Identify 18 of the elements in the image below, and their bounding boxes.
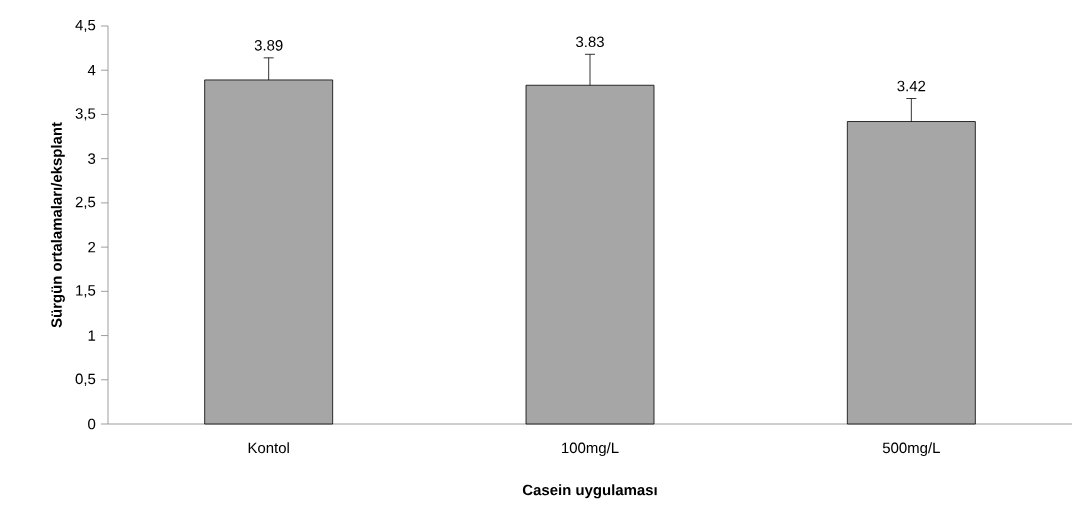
- data-label: 3.42: [897, 80, 926, 92]
- y-tick-label: 3: [88, 153, 96, 164]
- x-tick-label: 100mg/L: [562, 442, 619, 457]
- y-tick-label: 1,5: [76, 285, 96, 298]
- y-tick-label: 0: [88, 418, 96, 430]
- x-tick-label: 500mg/L: [882, 442, 940, 457]
- x-tick-label: Kontol: [248, 442, 289, 454]
- x-axis-title: Casein uygulaması: [522, 484, 657, 499]
- y-tick-label: 0,5: [75, 373, 96, 386]
- y-axis-title: Sürgün ortalamaları/eksplant: [50, 122, 65, 328]
- data-label: 3.83: [576, 36, 604, 48]
- y-tick-label: 4,5: [75, 19, 96, 33]
- data-label: 3.89: [254, 40, 283, 51]
- y-tick-label: 3,5: [75, 108, 96, 121]
- y-tick-label: 4: [87, 65, 96, 76]
- y-tick-label: 2: [88, 241, 96, 253]
- y-tick-label: 2,5: [75, 196, 96, 210]
- y-tick-label: 1: [88, 330, 96, 341]
